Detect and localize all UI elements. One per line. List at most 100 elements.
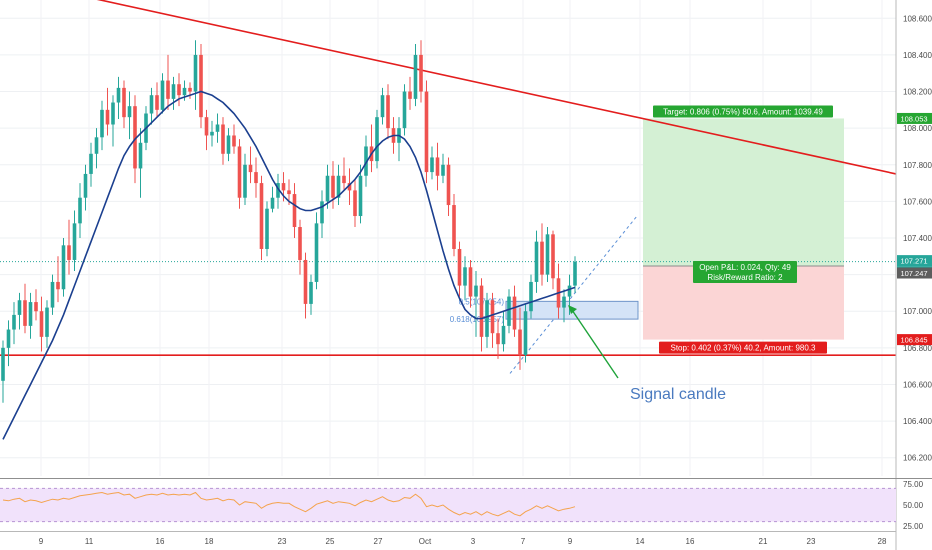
moving-average-line: [2, 90, 576, 440]
candle: [386, 84, 390, 140]
candle: [336, 164, 341, 206]
time-tick-label: 23: [807, 537, 816, 546]
signal-arrow: [571, 309, 619, 379]
candle: [166, 54, 170, 110]
price-tick-label: 108.000: [903, 124, 932, 133]
candle: [171, 76, 176, 110]
candle: [265, 201, 269, 257]
price-tick-label: 106.800: [903, 344, 932, 353]
candle: [347, 168, 352, 206]
rsi-line: [2, 491, 576, 517]
time-tick-label: 27: [374, 537, 383, 546]
candle: [155, 82, 159, 118]
price-tick-label: 106.600: [903, 380, 932, 389]
time-tick-label: 7: [521, 537, 526, 546]
candle: [430, 146, 434, 180]
candle: [28, 292, 33, 339]
candle: [100, 100, 104, 151]
candle: [490, 292, 495, 348]
fib-lower-label: 0.618(106.957): [450, 315, 505, 324]
time-axis[interactable]: 9 11 16 18 23 25 27 Oct 3 7 9 14 16 21 23 28: [39, 537, 887, 546]
candle: [193, 40, 198, 110]
resistance-trendline[interactable]: [0, 0, 897, 175]
svg-text:Open P&L: 0.024, Qty: 49: Open P&L: 0.024, Qty: 49: [699, 263, 791, 272]
candle: [358, 164, 363, 224]
candle: [122, 80, 126, 129]
arrow-head: [568, 305, 577, 314]
candle: [529, 274, 533, 319]
candle: [45, 300, 49, 348]
candle: [518, 307, 522, 370]
candle: [105, 87, 110, 136]
time-tick-label: 14: [636, 537, 645, 546]
candle: [292, 183, 297, 238]
candle: [435, 142, 440, 191]
candle: [457, 241, 462, 297]
position-labels[interactable]: Target: 0.806 (0.75%) 80.6, Amount: 1039…: [653, 105, 833, 354]
candle: [419, 40, 423, 103]
candle: [413, 43, 418, 107]
candle: [254, 157, 258, 198]
candle: [270, 186, 275, 213]
candle: [545, 227, 550, 282]
candle: [364, 135, 368, 187]
candle: [226, 128, 231, 162]
rsi-tick-label: 25.00: [903, 522, 924, 531]
candle: [199, 43, 203, 129]
candle: [331, 161, 335, 209]
candle: [188, 82, 192, 99]
trend-lines[interactable]: [0, 0, 897, 374]
candle: [127, 91, 132, 140]
position-zones: [0, 118, 896, 340]
candle: [512, 285, 517, 337]
svg-text:106.845: 106.845: [900, 336, 927, 345]
target-zone[interactable]: [643, 118, 844, 267]
candle: [116, 76, 121, 119]
time-tick-label: 28: [878, 537, 887, 546]
candle: [78, 183, 82, 238]
svg-text:Stop: 0.402 (0.37%) 40.2, Amou: Stop: 0.402 (0.37%) 40.2, Amount: 980.3: [671, 344, 817, 353]
candles: [1, 40, 577, 403]
candle: [397, 117, 401, 162]
price-tick-label: 108.400: [903, 51, 932, 60]
stop-label[interactable]: Stop: 0.402 (0.37%) 40.2, Amount: 980.3: [659, 341, 827, 354]
fib-retracement[interactable]: 0.5(107.054)0.618(106.957): [450, 297, 639, 324]
time-tick-label: 23: [278, 537, 287, 546]
candle: [424, 80, 429, 184]
signal-annotation: Signal candle: [568, 305, 726, 403]
candle: [314, 212, 319, 290]
rsi-band: [0, 488, 896, 522]
candle: [138, 128, 143, 198]
candle: [237, 139, 242, 209]
current-price-tag: 107.271: [897, 255, 932, 267]
projection-line[interactable]: [509, 215, 638, 374]
candle: [408, 76, 412, 110]
rsi-tick-label: 75.00: [903, 480, 924, 489]
candle: [39, 296, 44, 352]
candle: [72, 210, 77, 271]
candle: [12, 302, 16, 345]
svg-text:Risk/Reward Ratio: 2: Risk/Reward Ratio: 2: [707, 273, 783, 282]
candle: [23, 283, 27, 334]
candle: [380, 87, 385, 125]
candle: [111, 95, 115, 147]
svg-text:Target: 0.806 (0.75%) 80.6, Am: Target: 0.806 (0.75%) 80.6, Amount: 1039…: [663, 107, 823, 116]
candle: [320, 190, 324, 238]
candle: [67, 219, 71, 275]
price-tick-label: 108.600: [903, 14, 932, 23]
candle: [149, 87, 154, 125]
stop-price-tag: 106.845: [897, 334, 932, 346]
target-label[interactable]: Target: 0.806 (0.75%) 80.6, Amount: 1039…: [653, 105, 833, 118]
price-tick-label: 106.200: [903, 454, 932, 463]
candle: [94, 128, 99, 169]
target-price-tag: 108.053: [897, 112, 932, 124]
time-tick-label: 21: [759, 537, 768, 546]
candle: [61, 238, 66, 297]
candle: [56, 256, 60, 303]
candle: [540, 223, 544, 286]
candle: [479, 278, 484, 352]
price-tick-label: 107.400: [903, 234, 932, 243]
svg-text:107.247: 107.247: [900, 269, 927, 278]
